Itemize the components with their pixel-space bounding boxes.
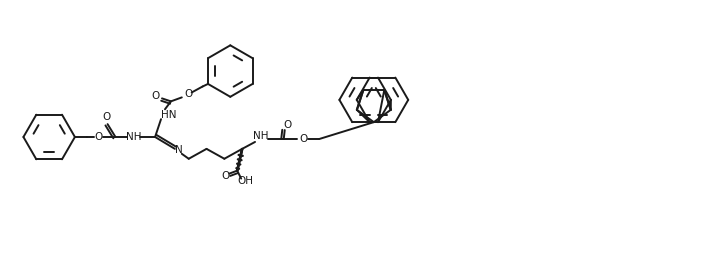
Text: NH: NH — [253, 131, 268, 141]
Text: O: O — [103, 112, 110, 122]
Text: OH: OH — [237, 175, 253, 186]
Text: O: O — [300, 134, 308, 144]
Text: O: O — [283, 120, 292, 130]
Text: HN: HN — [161, 110, 177, 120]
Text: N: N — [175, 145, 183, 155]
Text: O: O — [95, 132, 103, 142]
Text: NH: NH — [125, 132, 141, 142]
Text: O: O — [221, 171, 229, 181]
Text: O: O — [151, 91, 159, 101]
Text: O: O — [184, 89, 193, 100]
